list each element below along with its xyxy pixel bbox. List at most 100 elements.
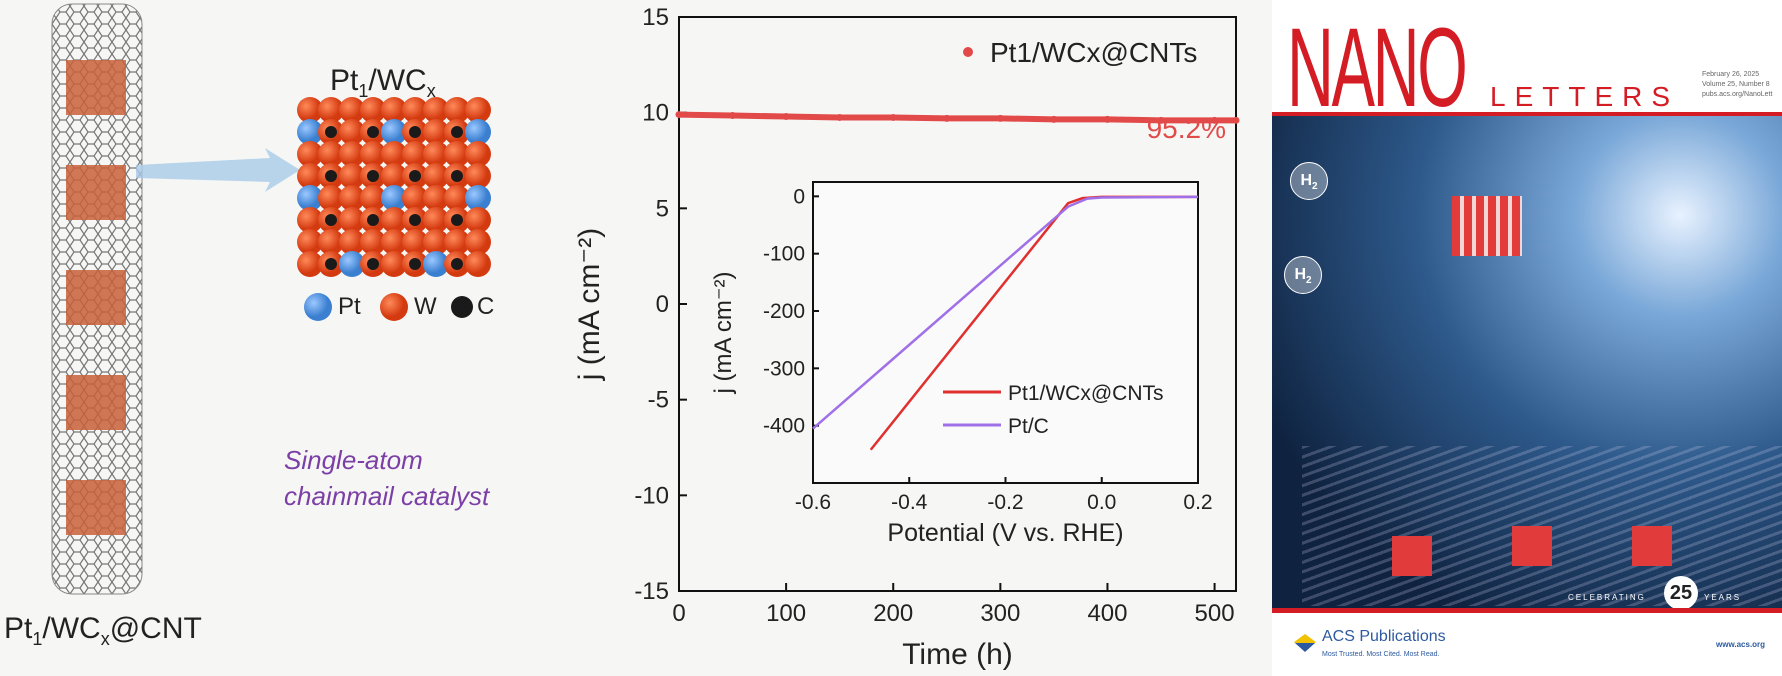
caption: Single-atom chainmail catalyst (284, 442, 489, 514)
y-tick-label: 15 (642, 4, 669, 31)
w-atom (423, 141, 449, 167)
w-atom (339, 119, 365, 145)
w-legend-swatch (380, 293, 408, 321)
website: www.acs.org (1716, 640, 1766, 649)
w-atom (402, 229, 428, 255)
w-atom (360, 185, 386, 211)
data-point (1157, 116, 1165, 124)
data-point (1050, 115, 1058, 123)
data-point (782, 112, 790, 120)
years-text: YEARS (1704, 593, 1742, 602)
cover-image: H2 H2 CELEBRATING 25 YEARS (1272, 116, 1782, 610)
cnt-label: Pt1/WCx@CNT (4, 612, 202, 649)
data-point (729, 112, 737, 120)
y-tick-label: 10 (642, 100, 669, 127)
inset-x-tick-label: 0.2 (1183, 491, 1212, 514)
legend-c: C (477, 293, 495, 320)
c-atom (325, 258, 337, 270)
y-tick-label: 5 (656, 195, 669, 222)
journal-cover: NANO LETTERS February 26, 2025 Volume 25,… (1272, 0, 1782, 676)
w-atom (444, 185, 470, 211)
inset-y-tick-label: -100 (763, 243, 805, 266)
acs-logo-icon (1294, 634, 1316, 652)
cover-volume: Volume 25, Number 8 (1702, 81, 1770, 88)
legend-marker (963, 47, 973, 57)
w-atom (465, 229, 491, 255)
inset-y-tick-label: 0 (793, 185, 805, 208)
inset-y-tick-label: -200 (763, 300, 805, 323)
c-atom (325, 170, 337, 182)
caption-line-2: chainmail catalyst (284, 481, 490, 511)
inset-y-tick-label: -400 (763, 415, 805, 438)
pt-atom (339, 251, 365, 277)
nanotube-illustration (51, 3, 143, 595)
x-tick-label: 300 (980, 600, 1020, 627)
h2-bubble: H2 (1290, 162, 1328, 200)
w-atom (381, 251, 407, 277)
inset-legend-label: Pt/C (1008, 415, 1049, 438)
w-atom (339, 229, 365, 255)
w-atom (318, 141, 344, 167)
c-atom (325, 126, 337, 138)
w-atom (423, 97, 449, 123)
c-legend-swatch (451, 296, 473, 318)
cover-title-letters: LETTERS (1490, 81, 1680, 112)
w-atom (465, 207, 491, 233)
data-point (996, 114, 1004, 122)
arrow-icon (136, 148, 300, 192)
w-atom (402, 185, 428, 211)
inset-series-line (812, 195, 1199, 430)
x-tick-label: 0 (672, 600, 685, 627)
data-point (1211, 116, 1219, 124)
inset-y-tick-label: -300 (763, 357, 805, 380)
x-axis-label: Time (h) (902, 638, 1013, 671)
legend-w: W (414, 293, 437, 320)
w-atom (444, 229, 470, 255)
c-atom (451, 126, 463, 138)
data-point (889, 113, 897, 121)
anniversary-badge: 25 (1664, 576, 1698, 610)
w-atom (465, 163, 491, 189)
cover-title-nano: NANO (1287, 5, 1468, 130)
cube-illustration (297, 97, 491, 277)
w-atom (297, 141, 323, 167)
w-atom (444, 97, 470, 123)
w-atom (465, 141, 491, 167)
cover-date: February 26, 2025 (1702, 71, 1760, 78)
w-atom (423, 185, 449, 211)
data-point (1232, 116, 1240, 124)
y-tick-label: -5 (648, 387, 669, 414)
c-atom (367, 170, 379, 182)
w-atom (444, 141, 470, 167)
pt-atom (381, 185, 407, 211)
stability-chart: 0 100 200 300 400 500 -15 -10 -5 0 5 10 15 Time (h) j … (573, 4, 1240, 671)
x-tick-label: 200 (873, 600, 913, 627)
tagline: Most Trusted. Most Cited. Most Read. (1322, 651, 1440, 658)
w-atom (297, 207, 323, 233)
w-atom (297, 229, 323, 255)
w-atom (339, 97, 365, 123)
data-point (836, 113, 844, 121)
y-axis-label: j (mA cm⁻²) (573, 228, 606, 381)
celebrating-text: CELEBRATING (1568, 593, 1646, 602)
w-atom (360, 141, 386, 167)
c-atom (325, 214, 337, 226)
w-atom (339, 185, 365, 211)
cover-url: pubs.acs.org/NanoLett (1702, 91, 1773, 98)
c-atom (367, 126, 379, 138)
inset-x-tick-label: 0.0 (1087, 491, 1116, 514)
pt-atom (297, 185, 323, 211)
x-tick-label: 400 (1087, 600, 1127, 627)
data-point (1103, 115, 1111, 123)
w-atom (402, 141, 428, 167)
x-tick-label: 500 (1195, 600, 1235, 627)
w-atom (318, 97, 344, 123)
y-tick-label: 0 (656, 291, 669, 318)
c-atom (367, 214, 379, 226)
w-atom (297, 251, 323, 277)
w-atom (402, 97, 428, 123)
inset-x-tick-label: -0.6 (795, 491, 831, 514)
w-atom (297, 97, 323, 123)
c-atom (409, 170, 421, 182)
w-atom (465, 251, 491, 277)
